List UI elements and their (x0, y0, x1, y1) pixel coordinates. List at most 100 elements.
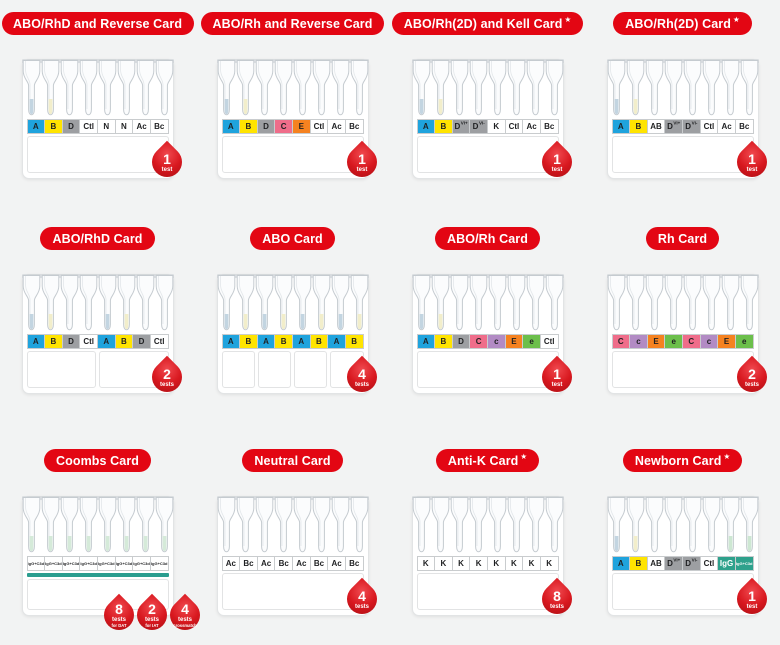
test-unit: tests (159, 381, 174, 388)
well-label-text: K (440, 558, 447, 568)
microtube-icon (487, 59, 507, 116)
well-label-text: Bc (243, 558, 254, 568)
writing-area (611, 351, 754, 388)
microtube-icon (21, 59, 41, 116)
well-label: A (97, 334, 116, 349)
blood-drop-badge: 8 tests for DAT (97, 593, 140, 637)
card-title-banner: Anti-K Card ★ (435, 449, 540, 472)
well-label-text: B (635, 558, 642, 568)
microtube-icon (116, 274, 136, 331)
well-label: Ctl (309, 119, 329, 134)
microtube-icon (739, 496, 759, 553)
well-label-text: E (723, 336, 730, 346)
well-label: Ctl (79, 119, 98, 134)
microtube-icon (525, 59, 545, 116)
microtube-row (411, 274, 564, 334)
test-unit: test (551, 166, 562, 173)
test-unit: test (551, 381, 562, 388)
microtube-row (21, 496, 174, 556)
well-label-text: Ctl (703, 558, 715, 568)
microtube-icon (216, 59, 236, 116)
well-label: B (114, 334, 134, 349)
well-label: IgG+C3d (79, 556, 98, 571)
microtube-icon (506, 274, 526, 331)
blood-drop-badge: 1 test (340, 140, 383, 184)
microtube-row (606, 274, 759, 334)
test-count: 1 (357, 150, 366, 167)
well-label-text: B (635, 121, 642, 131)
well-label: E (292, 119, 311, 134)
star-marker-icon: ★ (732, 15, 740, 24)
microtube-icon (349, 496, 369, 553)
well-label: Ac (221, 556, 241, 571)
test-count-badges: 2 tests (730, 355, 773, 399)
microtube-icon (235, 496, 255, 553)
product-card: ABO/Rh and Reverse Card A B D C E Ctl Ac Bc 1 test (195, 0, 390, 215)
microtube-icon (606, 496, 626, 553)
well-label: c (487, 334, 506, 349)
well-label: D VI+ (451, 119, 471, 134)
gel-card-wrap: IgG+C3d IgG+C3d IgG+C3d IgG+C3d IgG+C3d IgG+C… (21, 496, 206, 637)
well-label-text: D (458, 336, 464, 346)
well-label: K (504, 556, 524, 571)
well-label-text: D (472, 121, 479, 131)
well-label: K (487, 119, 506, 134)
well-label: Ctl (79, 334, 98, 349)
well-label: C (469, 334, 488, 349)
microtube-icon (625, 59, 645, 116)
writing-area (611, 573, 754, 610)
star-marker-icon: ★ (564, 15, 572, 24)
test-count: 8 (552, 587, 561, 604)
well-label-text: B (245, 336, 252, 346)
well-label: Ctl (539, 334, 559, 349)
microtube-icon (468, 496, 488, 553)
well-label-text: B (50, 336, 57, 346)
card-title-banner: ABO/Rh Card (435, 227, 540, 250)
well-label: Ac (292, 556, 311, 571)
well-label-text: IgG+C3d (27, 560, 45, 566)
microtube-icon (330, 274, 350, 331)
test-unit: test (746, 603, 757, 610)
blood-drop-badge-content: 2 tests for IAT (137, 600, 167, 630)
well-label-text: IgG+C3d (80, 560, 97, 566)
well-label: Bc (309, 556, 329, 571)
blood-drop-badge: 2 tests (145, 355, 188, 399)
microtube-icon (701, 59, 721, 116)
well-label: D VI- (469, 119, 488, 134)
well-label: Bc (239, 556, 258, 571)
microtube-icon (644, 274, 664, 331)
well-label-text: B (245, 121, 252, 131)
well-label: IgG+C3d (132, 556, 151, 571)
well-label-text: Ctl (83, 121, 95, 131)
well-label-text: D (138, 336, 145, 346)
well-label-text: K (422, 558, 429, 568)
test-count-badges: 4 tests (340, 355, 383, 399)
card-title-banner: ABO/Rh and Reverse Card (200, 12, 385, 35)
gel-card-wrap: A B D Ctl N N Ac Bc 1 test (21, 59, 188, 184)
well-label-text: Bc (278, 558, 289, 568)
test-sub-label: for DAT (110, 622, 127, 628)
card-title-banner: Rh Card (645, 227, 720, 250)
well-label: D VI+ (664, 556, 683, 571)
microtube-icon (78, 496, 98, 553)
blood-drop-badge-content: 4 tests (347, 584, 377, 614)
well-label-text: Ac (260, 558, 272, 568)
microtube-row (216, 59, 369, 119)
well-label: e (734, 334, 754, 349)
microtube-row (606, 496, 759, 556)
blood-drop-badge-content: 2 tests (737, 362, 767, 392)
card-title-banner: Neutral Card (242, 449, 343, 472)
well-label-superscript: VI- (478, 120, 485, 126)
gel-card: Ac Bc Ac Bc Ac Bc Ac Bc (216, 496, 369, 616)
card-title: Coombs Card (55, 453, 140, 468)
test-count: 1 (747, 587, 756, 604)
well-label-text: B (280, 336, 287, 346)
microtube-icon (21, 274, 41, 331)
microtube-icon (739, 274, 759, 331)
product-card: ABO/RhD and Reverse Card A B D Ctl N N Ac Bc 1 tes… (0, 0, 195, 215)
writing-panel (221, 136, 364, 173)
